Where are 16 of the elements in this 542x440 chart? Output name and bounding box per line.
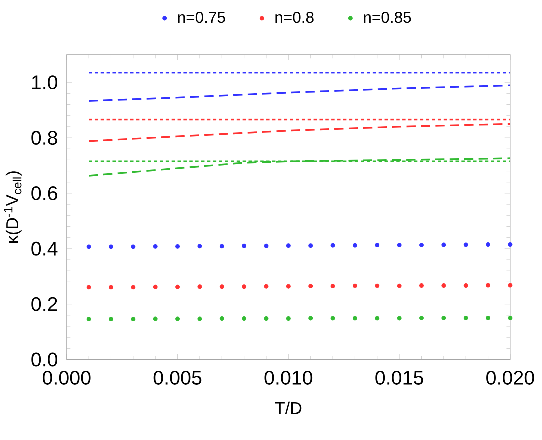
y-tick-label: 0.4 [32,242,58,256]
y-axis-title: κ(D$^{-1}$V$_{cell}$) [4,172,22,244]
x-tick-label: 0.020 [486,371,534,386]
y-tick-label: 0.8 [32,131,58,146]
legend-label: n=0.75 [178,12,226,24]
x-tick-label: 0.010 [264,371,313,386]
y-tick-label: 1.0 [32,76,58,90]
y-tick-label: 0.0 [32,352,58,367]
legend-label: n=0.85 [364,12,412,24]
y-tick-label: 0.6 [32,186,58,201]
y-tick-label: 0.2 [32,298,58,312]
x-tick-label: 0.005 [154,371,202,386]
legend-label: n=0.8 [276,12,314,24]
x-tick-label: 0.015 [376,371,424,386]
x-axis-title: T/D [275,402,302,415]
x-tick-label: 0.000 [42,371,91,386]
